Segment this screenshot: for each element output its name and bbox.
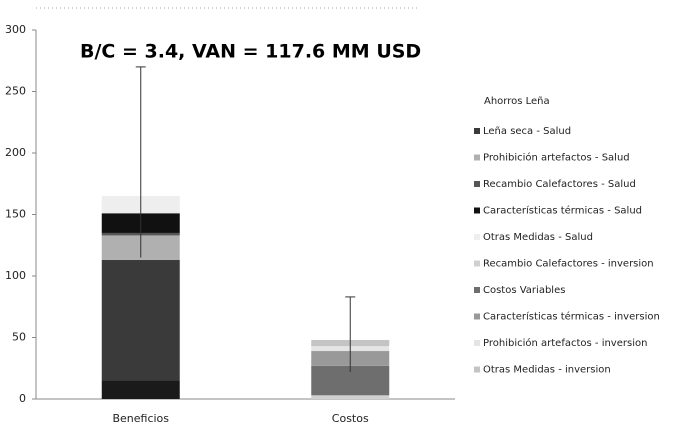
legend-swatch <box>474 287 480 293</box>
x-tick-label: Costos <box>332 412 369 425</box>
bar-segment <box>101 380 180 399</box>
legend-swatch <box>474 154 480 161</box>
legend-swatch <box>474 366 480 373</box>
legend-swatch <box>474 340 480 346</box>
y-tick-label: 50 <box>12 331 26 344</box>
legend-swatch <box>474 207 480 214</box>
legend-label: Otras Medidas - inversion <box>483 365 611 376</box>
legend-label: Recambio Calefactores - Salud <box>483 179 636 190</box>
legend-swatch <box>474 234 480 240</box>
legend-swatch <box>474 181 480 187</box>
y-tick-label: 100 <box>5 269 26 282</box>
legend-swatch <box>474 260 480 267</box>
legend-label: Prohibición artefactos - inversion <box>483 337 647 349</box>
y-tick-label: 0 <box>19 392 26 405</box>
legend-label: Prohibición artefactos - Salud <box>483 152 630 164</box>
legend-label: Ahorros Leña <box>484 96 550 107</box>
legend-label: Características térmicas - inversion <box>483 311 660 323</box>
y-tick-label: 300 <box>5 23 26 36</box>
bar-segment <box>101 260 180 381</box>
chart-title: B/C = 3.4, VAN = 117.6 MM USD <box>80 41 421 63</box>
y-tick-label: 150 <box>5 208 26 221</box>
legend-label: Recambio Calefactores - inversion <box>483 259 654 270</box>
bar-segment <box>311 395 390 399</box>
x-tick-label: Beneficios <box>112 412 169 425</box>
legend-swatch <box>474 128 480 134</box>
legend-label: Características térmicas - Salud <box>483 205 642 217</box>
legend-label: Otras Medidas - Salud <box>483 232 593 243</box>
y-tick-label: 200 <box>5 146 26 159</box>
legend-label: Leña seca - Salud <box>483 126 571 137</box>
legend-swatch <box>474 313 480 320</box>
y-tick-label: 250 <box>5 85 26 98</box>
legend-label: Costos Variables <box>483 285 565 296</box>
